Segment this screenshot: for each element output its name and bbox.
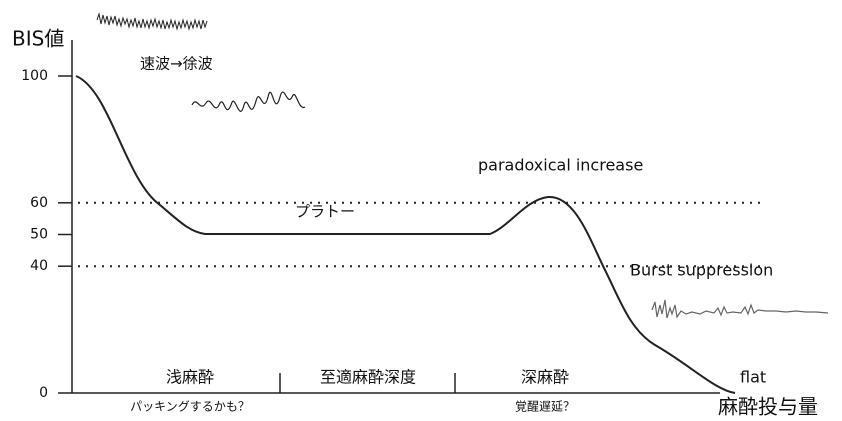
fast-wave [97, 14, 207, 29]
zone-name: 至適麻酔深度 [320, 368, 416, 387]
y-axis-label: BIS値 [12, 27, 64, 51]
chart: BIS値 麻酔投与量 速波→徐波 paradoxical increase プラ… [0, 0, 842, 421]
zone-note: 覚醒遅延？ [515, 400, 575, 414]
annotation: flat [740, 368, 766, 387]
y-tick-label: 100 [21, 68, 48, 84]
zone-name: 浅麻酔 [166, 368, 214, 387]
zone-name: 深麻酔 [521, 368, 569, 387]
annotation: 速波→徐波 [140, 55, 213, 73]
y-tick-label: 50 [30, 227, 48, 243]
zone-note: パッキングするかも？ [130, 400, 250, 414]
annotation: プラトー [295, 203, 355, 221]
annotation: Burst suppression [630, 261, 773, 280]
bis-curve [76, 76, 735, 393]
x-axis-label: 麻酔投与量 [718, 395, 818, 419]
slow-wave [192, 92, 305, 111]
y-tick-label: 60 [30, 195, 48, 211]
burst-wave [652, 300, 828, 318]
y-tick-label: 0 [39, 385, 48, 401]
annotation: paradoxical increase [478, 156, 643, 175]
y-tick-label: 40 [30, 258, 48, 274]
